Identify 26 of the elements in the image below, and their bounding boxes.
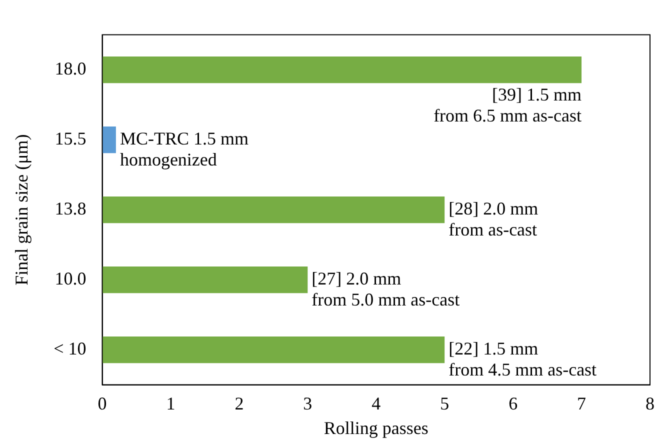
x-tick-label: 8	[646, 393, 654, 414]
bar	[102, 56, 582, 84]
annotation: [28] 2.0 mm from as-cast	[448, 198, 538, 240]
bar	[102, 266, 308, 294]
y-tick-label: 13.8	[54, 198, 86, 219]
x-tick-label: 4	[372, 393, 381, 414]
bar	[102, 196, 445, 224]
annotation: [27] 2.0 mm from 5.0 mm as-cast	[312, 268, 460, 310]
bar	[102, 126, 116, 154]
x-tick-label: 6	[508, 393, 518, 414]
bar	[102, 336, 445, 364]
x-tick-label: 2	[234, 393, 244, 414]
y-tick-label: 18.0	[54, 58, 86, 79]
annotation: [22] 1.5 mm from 4.5 mm as-cast	[448, 338, 597, 380]
x-tick-label: 3	[303, 393, 312, 414]
y-tick-label: < 10	[54, 338, 86, 359]
x-tick-label: 0	[98, 393, 107, 414]
x-axis-title: Rolling passes	[324, 418, 428, 438]
annotation: MC-TRC 1.5 mm homogenized	[120, 128, 248, 170]
x-tick-label: 5	[440, 393, 450, 414]
x-tick-label: 7	[577, 393, 586, 414]
y-axis-title: Final grain size (μm)	[12, 134, 32, 286]
annotation: [39] 1.5 mm from 6.5 mm as-cast	[434, 84, 582, 126]
y-tick-label: 15.5	[54, 128, 86, 149]
y-tick-label: 10.0	[54, 268, 86, 289]
x-tick-label: 1	[166, 393, 176, 414]
